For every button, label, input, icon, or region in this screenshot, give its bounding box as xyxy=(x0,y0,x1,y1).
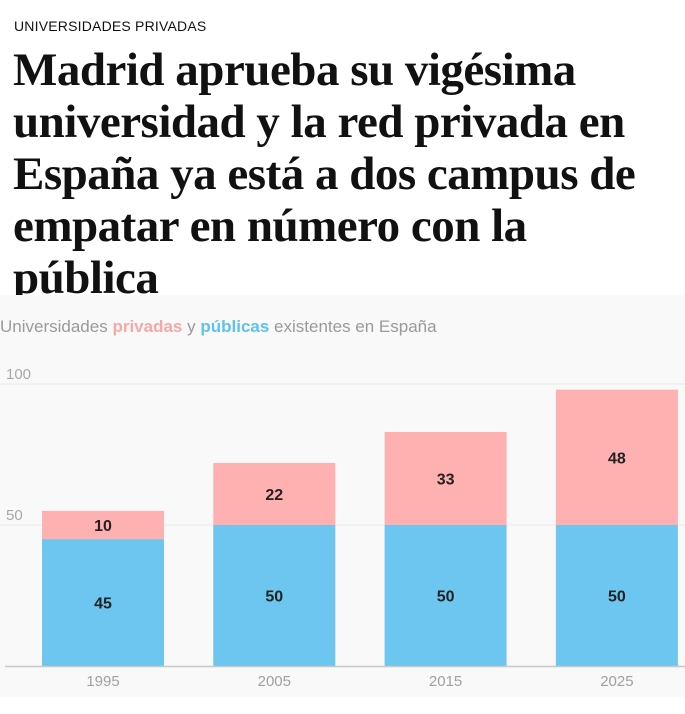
chart-title-text: y xyxy=(182,317,201,336)
data-label: 10 xyxy=(94,518,112,535)
x-tick-label: 2025 xyxy=(600,673,633,690)
data-label: 50 xyxy=(265,589,283,606)
bar-publicas xyxy=(384,525,507,666)
headline: Madrid aprueba su vigésima universidad y… xyxy=(13,44,636,304)
chart-title-text: existentes en España xyxy=(269,317,437,336)
data-label: 45 xyxy=(94,596,112,613)
chart-plot: 50 100 45 10 1995 50 22 2005 50 33 2015 50 48 2025 xyxy=(0,366,685,690)
chart-title: Universidades privadas y públicas existe… xyxy=(0,317,437,337)
bar-privadas xyxy=(213,462,336,525)
y-tick-label: 50 xyxy=(6,507,23,524)
y-tick-label: 100 xyxy=(6,366,31,383)
bar-privadas xyxy=(555,389,678,525)
bar-privadas xyxy=(384,431,507,525)
chart-title-text: Universidades xyxy=(0,317,113,336)
headline-line: España ya está a dos campus de xyxy=(13,148,636,200)
bar-publicas xyxy=(42,539,164,666)
data-label: 22 xyxy=(265,487,283,504)
legend-publicas: públicas xyxy=(200,317,270,336)
data-label: 33 xyxy=(437,471,455,488)
bar-publicas xyxy=(213,525,336,666)
x-tick-label: 2005 xyxy=(258,673,291,690)
headline-line: Madrid aprueba su vigésima xyxy=(13,44,576,96)
x-tick-label: 2015 xyxy=(429,673,462,690)
data-label: 50 xyxy=(608,589,626,606)
section-kicker[interactable]: UNIVERSIDADES PRIVADAS xyxy=(14,18,207,34)
headline-line: empatar en número con la xyxy=(13,200,527,252)
x-tick-label: 1995 xyxy=(86,673,119,690)
data-label: 48 xyxy=(608,450,626,467)
stacked-bar-chart: Universidades privadas y públicas existe… xyxy=(0,295,685,697)
headline-line: universidad y la red privada en xyxy=(13,96,625,148)
legend-privadas: privadas xyxy=(112,317,183,336)
data-label: 50 xyxy=(437,589,455,606)
bar-privadas xyxy=(42,510,164,540)
bar-publicas xyxy=(555,525,678,666)
